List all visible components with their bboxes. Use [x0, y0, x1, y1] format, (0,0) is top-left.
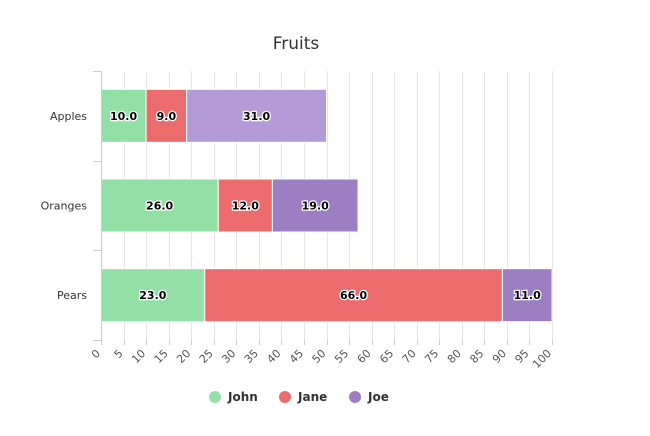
legend-item[interactable]: Joe — [349, 390, 389, 404]
x-tick-label: 70 — [400, 347, 419, 366]
legend-label: Jane — [297, 390, 327, 404]
legend-label: Joe — [367, 390, 389, 404]
category-label: Pears — [57, 289, 87, 302]
x-tick-label: 45 — [287, 347, 306, 366]
data-label: 26.0 — [146, 200, 173, 213]
x-tick-label: 10 — [129, 347, 148, 366]
x-tick-label: 90 — [490, 347, 509, 366]
x-tick-label: 65 — [377, 347, 396, 366]
data-labels: 10.0 9.0 31.0 26.0 12.0 19.0 23.0 66.0 11.0 — [109, 109, 543, 304]
x-tick-label: 60 — [355, 347, 374, 366]
data-label: 9.0 — [157, 110, 177, 123]
x-tick-label: 20 — [174, 347, 193, 366]
legend-marker — [279, 391, 291, 403]
x-tick-label: 25 — [197, 347, 216, 366]
legend: John Jane Joe — [209, 390, 389, 404]
legend-item[interactable]: John — [209, 390, 258, 404]
x-tick-label: 75 — [422, 347, 441, 366]
x-tick-label: 5 — [112, 347, 126, 361]
data-label: 19.0 — [302, 200, 329, 213]
x-tick-label: 50 — [310, 347, 329, 366]
data-label: 31.0 — [243, 110, 270, 123]
data-label: 11.0 — [514, 289, 541, 302]
category-label: Apples — [50, 110, 87, 123]
legend-item[interactable]: Jane — [279, 390, 327, 404]
bars — [100, 88, 553, 323]
data-label: 12.0 — [232, 200, 259, 213]
x-tick-label: 0 — [89, 347, 103, 361]
x-tick-label: 40 — [264, 347, 283, 366]
data-label: 23.0 — [139, 289, 166, 302]
chart-title: Fruits — [273, 34, 320, 54]
x-tick-label: 15 — [152, 347, 171, 366]
legend-marker — [209, 391, 221, 403]
bar-segment[interactable] — [204, 268, 503, 323]
legend-marker — [349, 391, 361, 403]
data-label: 66.0 — [340, 289, 367, 302]
x-tick-label: 100 — [530, 347, 554, 371]
bar-segment[interactable] — [501, 268, 553, 323]
bar-segment[interactable] — [271, 178, 359, 233]
x-tick-label: 55 — [332, 347, 351, 366]
x-tick-label: 30 — [219, 347, 238, 366]
x-tick-label: 80 — [445, 347, 464, 366]
x-tick-label: 85 — [467, 347, 486, 366]
bar-segment[interactable] — [145, 88, 188, 143]
bar-segment[interactable] — [186, 88, 327, 143]
legend-label: John — [227, 390, 258, 404]
data-label: 10.0 — [110, 110, 137, 123]
x-tick-label: 95 — [512, 347, 531, 366]
x-tick-label: 35 — [242, 347, 261, 366]
category-label: Oranges — [41, 200, 88, 213]
